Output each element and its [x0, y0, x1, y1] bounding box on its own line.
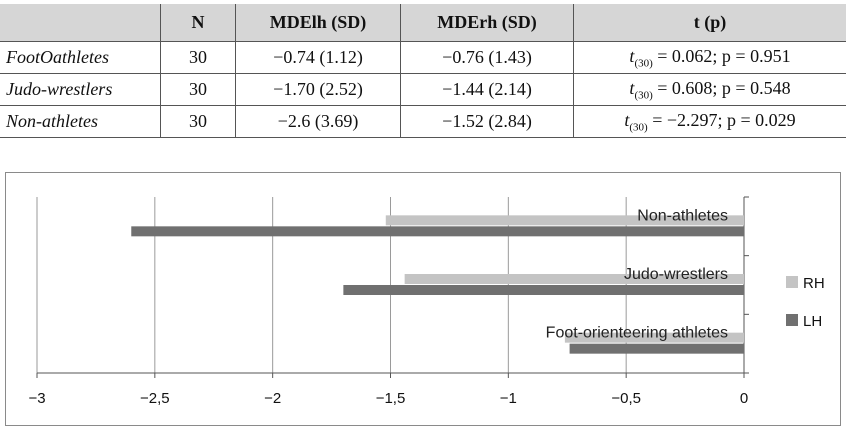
- table-row: Judo-wrestlers 30 −1.70 (2.52) −1.44 (2.…: [0, 73, 846, 106]
- header-t-p: t (p): [573, 4, 846, 42]
- table-header-row: N MDElh (SD) MDErh (SD) t (p): [0, 4, 846, 42]
- x-tick-label: −0,5: [611, 390, 641, 407]
- t-p-value: = 0.608; p = 0.548: [652, 77, 791, 98]
- category-label: Non-athletes: [637, 207, 728, 224]
- bar-rh: [404, 274, 744, 284]
- header-group: [0, 4, 161, 42]
- row-mdelh: −1.70 (2.52): [235, 73, 401, 106]
- bar-lh: [343, 285, 744, 295]
- row-mdelh: −0.74 (1.12): [235, 41, 401, 74]
- category-label: Foot-orienteering athletes: [546, 325, 728, 342]
- row-group-label: Judo-wrestlers: [0, 73, 161, 106]
- row-n: 30: [160, 73, 236, 106]
- row-n: 30: [160, 41, 236, 74]
- t-symbol: t: [624, 109, 630, 130]
- table-row: FootOathletes 30 −0.74 (1.12) −0.76 (1.4…: [0, 41, 846, 74]
- row-t-p: t(30) = −2.297; p = 0.029: [573, 105, 846, 138]
- row-mderh: −1.52 (2.84): [400, 105, 574, 138]
- x-tick-label: −1: [500, 390, 517, 407]
- header-mdelh: MDElh (SD): [235, 4, 401, 42]
- header-mderh: MDErh (SD): [400, 4, 574, 42]
- row-group-label: FootOathletes: [0, 41, 161, 74]
- chart-canvas: −3 −2,5 −2 −1,5 −1 −0,5 0 Foot-orienteering ath…: [28, 196, 825, 407]
- row-t-p: t(30) = 0.608; p = 0.548: [573, 73, 846, 106]
- t-symbol: t: [629, 45, 635, 66]
- category-label: Judo-wrestlers: [624, 266, 728, 283]
- x-tick-label: 0: [740, 390, 748, 407]
- row-mderh: −1.44 (2.14): [400, 73, 574, 106]
- x-tick-label: −2: [264, 390, 281, 407]
- legend-swatch-rh: [786, 276, 798, 288]
- x-tick-label: −1,5: [376, 390, 406, 407]
- table-row: Non-athletes 30 −2.6 (3.69) −1.52 (2.84)…: [0, 105, 846, 138]
- legend-swatch-lh: [786, 314, 798, 326]
- t-p-value: = 0.062; p = 0.951: [652, 45, 791, 66]
- t-symbol: t: [629, 77, 635, 98]
- t-df: (30): [634, 89, 653, 102]
- t-df: (30): [629, 121, 648, 134]
- row-mderh: −0.76 (1.43): [400, 41, 574, 74]
- t-p-value: = −2.297; p = 0.029: [647, 109, 796, 130]
- bar-chart: −3 −2,5 −2 −1,5 −1 −0,5 0 Foot-orienteering ath…: [5, 172, 841, 426]
- row-t-p: t(30) = 0.062; p = 0.951: [573, 41, 846, 74]
- row-mdelh: −2.6 (3.69): [235, 105, 401, 138]
- row-n: 30: [160, 105, 236, 138]
- legend-label-lh: LH: [803, 313, 822, 330]
- legend-label-rh: RH: [803, 275, 825, 292]
- x-tick-label: −2,5: [140, 390, 170, 407]
- t-df: (30): [634, 57, 653, 70]
- bar-rh: [564, 332, 744, 343]
- bar-lh: [131, 226, 744, 237]
- bar-lh: [569, 343, 744, 354]
- header-n: N: [160, 4, 236, 42]
- x-tick-label: −3: [28, 390, 45, 407]
- bar-rh: [385, 215, 744, 226]
- row-group-label: Non-athletes: [0, 105, 161, 138]
- statistics-table: N MDElh (SD) MDErh (SD) t (p) FootOathle…: [0, 4, 846, 138]
